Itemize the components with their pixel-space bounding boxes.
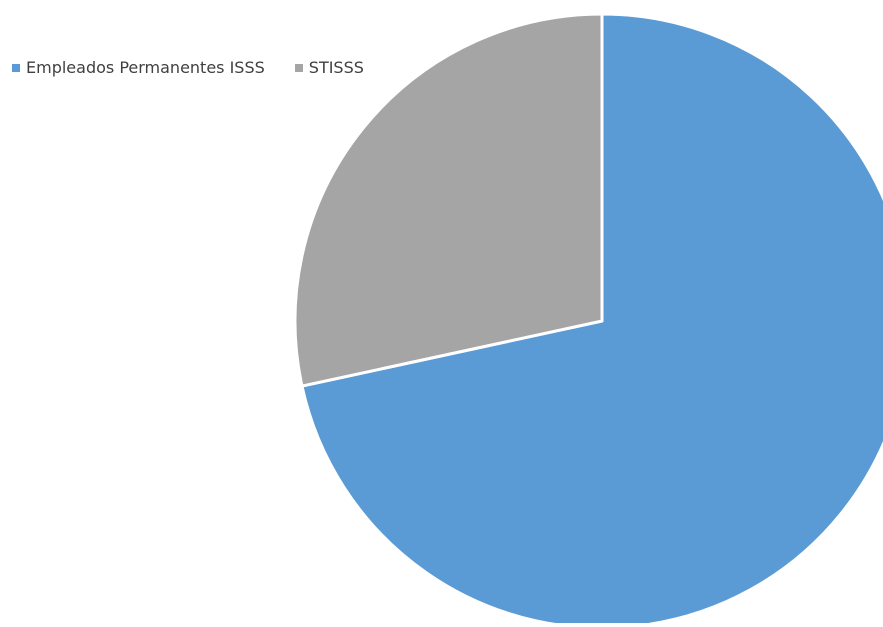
- pie-slice-stisss: [293, 12, 604, 388]
- legend-swatch-empleados: [12, 64, 20, 72]
- pie-slice-empleados: [300, 12, 883, 627]
- legend-label-empleados: Empleados Permanentes ISSS: [26, 58, 265, 77]
- legend-item-stisss: STISSS: [294, 58, 364, 78]
- legend: Empleados Permanentes ISSS STISSS: [12, 58, 364, 78]
- legend-item-empleados: Empleados Permanentes ISSS: [12, 58, 265, 78]
- pie-slices: [293, 12, 883, 627]
- legend-swatch-stisss: [294, 64, 303, 72]
- legend-label-stisss: STISSS: [308, 58, 364, 77]
